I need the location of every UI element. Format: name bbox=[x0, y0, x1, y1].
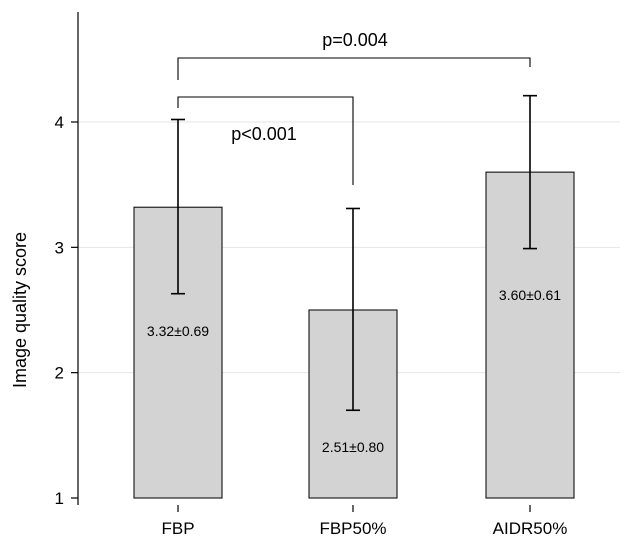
y-tick-label: 3 bbox=[55, 238, 64, 257]
p-value-label: p=0.004 bbox=[322, 30, 388, 50]
labels: 1 2 3 4 3.32±0.69 FBP 2.51±0.80 FBP50% 3.60±0.61… bbox=[55, 113, 568, 538]
data-label: 2.51±0.80 bbox=[322, 439, 384, 455]
significance-brackets: p=0.004 p<0.001 bbox=[177, 30, 531, 185]
significance-bracket bbox=[177, 57, 531, 80]
x-tick-label: FBP bbox=[161, 519, 194, 538]
x-tick-label: FBP50% bbox=[319, 519, 386, 538]
y-tick-label: 2 bbox=[55, 364, 64, 383]
x-tick-label: AIDR50% bbox=[493, 519, 568, 538]
axes bbox=[71, 12, 531, 512]
data-label: 3.60±0.61 bbox=[499, 287, 561, 303]
data-label: 3.32±0.69 bbox=[147, 323, 209, 339]
y-axis-title: Image quality score bbox=[10, 232, 30, 388]
p-value-label: p<0.001 bbox=[231, 124, 297, 144]
significance-bracket bbox=[177, 96, 354, 185]
y-tick-label: 1 bbox=[55, 489, 64, 508]
error-bars bbox=[171, 94, 537, 412]
y-tick-label: 4 bbox=[55, 113, 64, 132]
